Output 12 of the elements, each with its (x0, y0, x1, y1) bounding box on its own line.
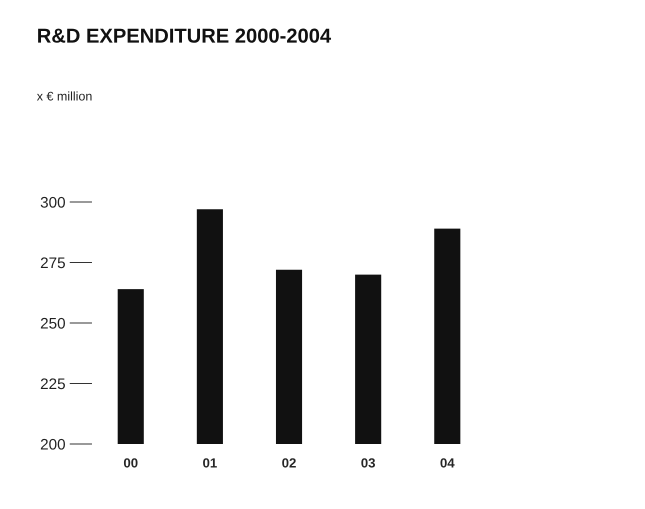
x-tick-label: 00 (124, 458, 138, 468)
x-tick-label: 04 (440, 458, 455, 468)
chart-title: R&D EXPENDITURE 2000-2004 (38, 28, 332, 43)
y-tick-label: 250 (40, 318, 65, 329)
y-tick-label: 300 (40, 196, 65, 208)
y-tick-label: 225 (40, 378, 65, 390)
text: x € million (36, 91, 92, 101)
x-tick-label: 03 (361, 458, 376, 468)
y-tick-label: 275 (40, 257, 65, 268)
y-tick-label: 200 (40, 438, 65, 450)
x-tick-label: 01 (203, 458, 217, 468)
x-tick-label: 02 (282, 458, 296, 468)
